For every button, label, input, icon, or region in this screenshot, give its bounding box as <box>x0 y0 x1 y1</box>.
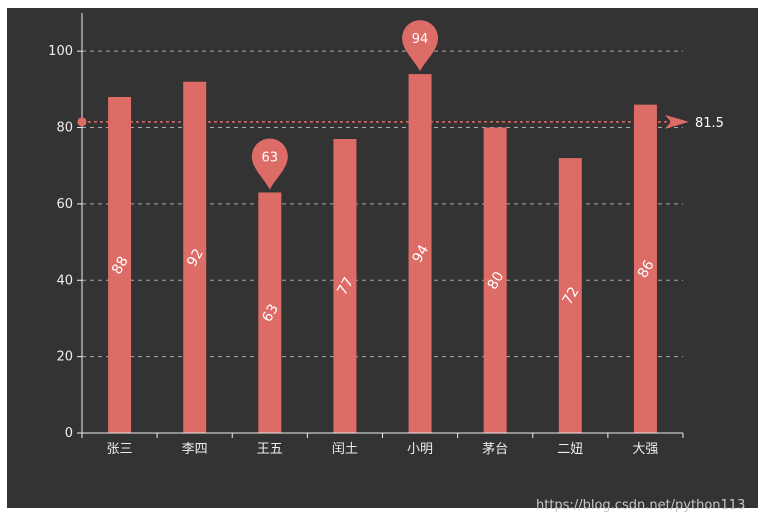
x-tick-label: 王五 <box>257 442 283 457</box>
bar <box>558 158 582 433</box>
bar-chart: 0 20 40 60 80 100 88 92 63 77 94 80 72 86 张三 李四 王五 闰土 小明 茅台… <box>48 13 724 457</box>
min-mark-pin <box>251 138 288 190</box>
x-tick-label: 小明 <box>407 442 433 457</box>
bar-value-label: 63 <box>259 302 282 325</box>
min-mark-label: 63 <box>262 150 279 165</box>
y-tick-label: 100 <box>48 44 73 59</box>
bar-value-label: 94 <box>410 242 433 266</box>
average-line-arrow <box>665 114 689 129</box>
bar <box>108 97 132 433</box>
x-tick-label: 闰土 <box>332 442 358 457</box>
bar-value-label: 77 <box>334 275 357 298</box>
x-tick-label: 大强 <box>632 442 658 457</box>
y-tick-label: 60 <box>56 197 73 212</box>
bar-value-label: 88 <box>109 254 132 277</box>
x-tick-label: 李四 <box>182 442 208 457</box>
bar-value-label: 92 <box>184 246 207 269</box>
y-tick-label: 40 <box>56 273 73 288</box>
x-tick-label: 张三 <box>107 442 133 457</box>
bar <box>333 139 357 433</box>
x-tick-label: 茅台 <box>482 442 508 457</box>
bar-value-label: 80 <box>485 269 508 292</box>
max-mark-pin <box>402 20 439 72</box>
bar <box>258 192 282 433</box>
bar <box>483 127 507 433</box>
bar-value-label: 72 <box>560 284 583 307</box>
y-tick-label: 20 <box>56 350 73 365</box>
bar-value-label: 86 <box>635 258 658 282</box>
x-tick-label: 二妞 <box>557 442 583 457</box>
bar <box>408 74 432 433</box>
y-tick-label: 0 <box>65 426 73 441</box>
average-line-start-dot <box>77 117 87 127</box>
chart-container: 0 20 40 60 80 100 88 92 63 77 94 80 72 86 张三 李四 王五 闰土 小明 茅台… <box>7 8 758 508</box>
bar <box>183 81 207 434</box>
y-tick-label: 80 <box>56 121 73 136</box>
average-line-label: 81.5 <box>695 116 724 131</box>
bar <box>633 104 657 434</box>
max-mark-label: 94 <box>412 32 429 47</box>
watermark: https://blog.csdn.net/python113 <box>536 498 746 513</box>
